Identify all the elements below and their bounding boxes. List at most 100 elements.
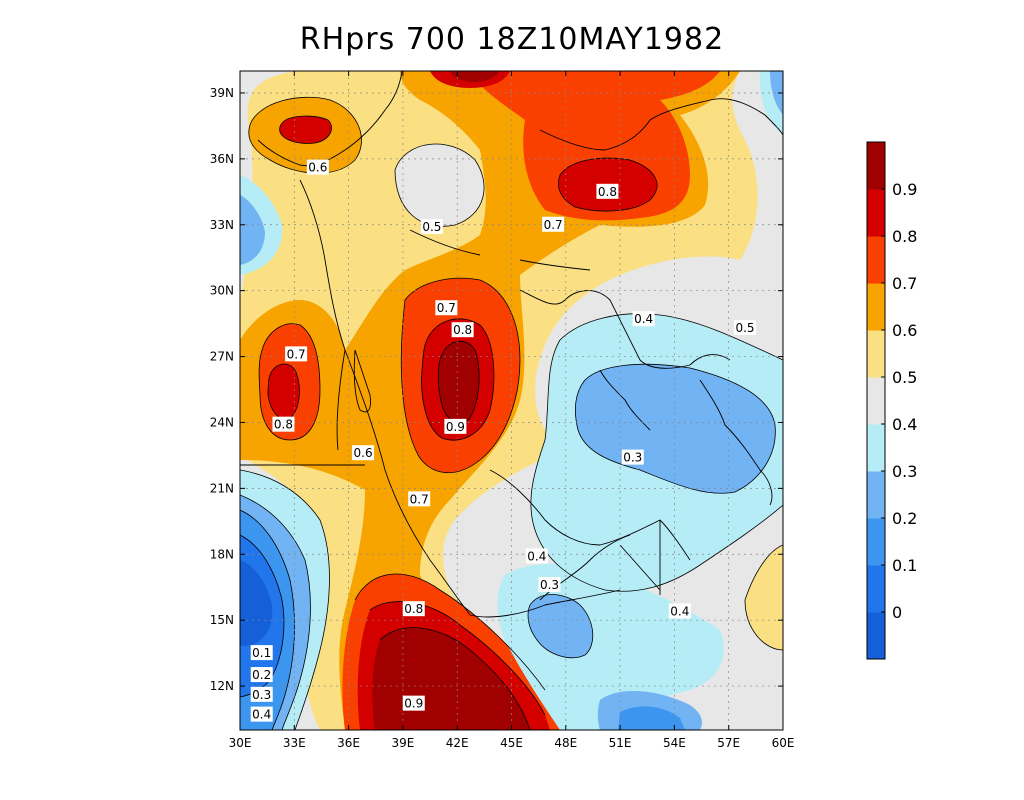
colorbar-label: 0.3 [892,462,917,481]
colorbar-swatch [867,518,885,566]
contour-label-text: 0.5 [422,220,441,234]
contour-label-text: 0.7 [544,218,563,232]
contour-label-text: 0.3 [623,451,642,465]
contour-label-text: 0.6 [308,161,327,175]
colorbar-swatch [867,612,885,660]
colorbar-label: 0.6 [892,321,917,340]
contour-label-bg [402,601,425,617]
colorbar: 0 0.1 0.2 0.3 0.4 0.5 0.6 0.7 0.8 0.9 [866,141,917,660]
contour-lines [240,96,783,730]
lat-tick-label: 33N [210,218,234,232]
colorbar-label: 0.4 [892,415,917,434]
band-0-2-blue-nw [240,195,265,265]
contour-label-text: 0.2 [252,668,271,682]
contour-label-text: 0.3 [540,578,559,592]
contour-label: 0.1 [250,645,273,661]
contour-label: 0.3 [538,577,561,593]
lat-tick-label: 18N [210,547,234,561]
contour-label-bg [542,216,565,232]
contour-label: 0.6 [352,445,375,461]
contour-label-bg [250,706,273,722]
contour-label-bg [525,548,548,564]
colorbar-label: 0.7 [892,274,917,293]
contour-label-bg [632,311,655,327]
contour-label: 0.9 [444,418,467,434]
contour-label-text: 0.9 [446,420,465,434]
contour-label-bg [402,695,425,711]
contour-label: 0.4 [525,548,548,564]
contour-label: 0.6 [306,159,329,175]
contour-label: 0.7 [435,300,458,316]
contour-label: 0.8 [272,416,295,432]
lon-tick-label: 39E [391,736,414,750]
colorbar-swatch [867,377,885,425]
contour-label-text: 0.4 [252,708,271,722]
contour-label-text: 0.8 [274,418,293,432]
contour-label-bg [250,667,273,683]
contour-label-text: 0.7 [437,301,456,315]
map-axes: 30E 33E 36E 39E 42E 45E 48E 51E 54E 57E 60E 12N 15N 1… [210,71,794,750]
humidity-contour-field [240,71,783,730]
lat-tick-label: 24N [210,415,234,429]
colorbar-frame [866,141,886,660]
colorbar-label: 0.8 [892,227,917,246]
band-0-4-hole-north [395,143,485,227]
lon-tick-label: 57E [717,736,740,750]
contour-label-text: 0.4 [527,549,546,563]
colorbar-swatch [867,283,885,331]
lon-tick-label: 48E [554,736,577,750]
colorbar-label: 0.9 [892,180,917,199]
contour-label-text: 0.9 [404,697,423,711]
contour-label-bg [451,322,474,338]
lat-tick-label: 15N [210,613,234,627]
contour-label: 0.5 [420,218,443,234]
contour-label-text: 0.6 [354,446,373,460]
contour-label-text: 0.4 [634,312,653,326]
band-0-8-red-west [268,364,300,419]
lat-tick-label: 30N [210,284,234,298]
contour-label-text: 0.8 [404,602,423,616]
contour-label: 0.3 [621,449,644,465]
colorbar-swatch [867,236,885,284]
lon-tick-label: 54E [663,736,686,750]
contour-label-bg [668,603,691,619]
lon-tick-label: 45E [500,736,523,750]
contour-labels: 0.6 0.5 0.8 0.7 0.7 0.8 0.4 0.5 0.7 0.8 0.9 0.6 0.3 0… [250,159,756,722]
lon-tick-label: 42E [446,736,469,750]
contour-label-bg [596,183,619,199]
contour-label: 0.4 [250,706,273,722]
contour-label: 0.2 [250,667,273,683]
lat-tick-label: 12N [210,679,234,693]
band-0-1-blue-southeast [618,706,685,730]
lat-tick-label: 27N [210,350,234,364]
band-0-8-red-nw [279,116,332,144]
contour-label-text: 0.1 [252,646,271,660]
lat-tick-label: 39N [210,86,234,100]
map-title: RHprs 700 18Z10MAY1982 [299,22,725,57]
contour-label-text: 0.5 [735,321,754,335]
contour-label: 0.7 [542,216,565,232]
contour-label: 0.9 [402,695,425,711]
band-0-9-darkred-north [450,71,500,82]
band-0-7-redorange-ne [470,71,720,221]
lon-tick-label: 33E [283,736,306,750]
contour-label-text: 0.8 [598,185,617,199]
contour-label: 0.4 [632,311,655,327]
contour-label-bg [352,445,375,461]
contour-label-bg [444,418,467,434]
contour-label: 0.7 [285,346,308,362]
contour-label-bg [621,449,644,465]
contour-label-text: 0.4 [670,604,689,618]
contour-label-text: 0.8 [453,323,472,337]
lon-tick-label: 30E [229,736,252,750]
contour-label-text: 0.3 [252,688,271,702]
lon-tick-label: 36E [337,736,360,750]
band-0-5-east-patch [745,545,783,650]
colorbar-swatch [867,330,885,378]
contour-label: 0.5 [733,320,756,336]
colorbar-label: 0.5 [892,368,917,387]
contour-label-bg [435,300,458,316]
colorbar-label: 0 [892,603,902,622]
contour-label-bg [272,416,295,432]
